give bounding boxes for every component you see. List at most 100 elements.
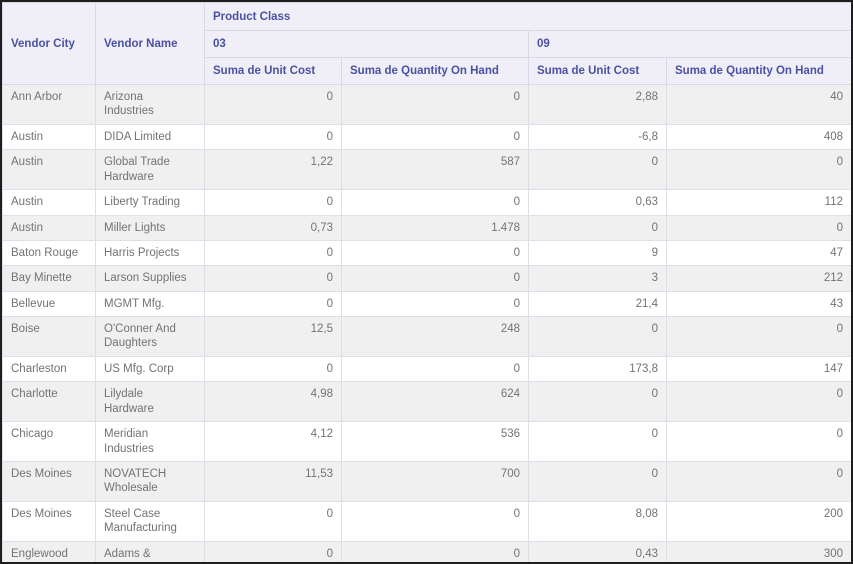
- table-row: Ann Arbor Arizona Industries 0 0 2,88 40: [2, 84, 851, 125]
- value-cell: 0: [341, 239, 529, 267]
- value-cell: 4,98: [204, 381, 342, 423]
- vendor-name-cell[interactable]: Miller Lights: [95, 214, 205, 241]
- value-cell: 43: [665, 290, 851, 318]
- value-cell: 0: [665, 149, 851, 191]
- value-cell: 173,8: [528, 355, 667, 383]
- vendor-name-cell[interactable]: Meridian Industries: [95, 421, 205, 462]
- group-header-03[interactable]: 03: [204, 30, 529, 58]
- value-cell: 112: [665, 189, 851, 216]
- column-group-title-product-class[interactable]: Product Class: [203, 2, 851, 31]
- value-cell: 9: [528, 239, 667, 267]
- vendor-city-cell[interactable]: Bellevue: [2, 290, 96, 318]
- vendor-name-cell[interactable]: MGMT Mfg.: [95, 290, 205, 318]
- value-cell: 3: [528, 265, 667, 292]
- value-cell: 200: [665, 500, 851, 542]
- value-cell: 0: [528, 149, 667, 191]
- value-cell: 40: [665, 84, 851, 125]
- measure-header-quantity-on-hand-09[interactable]: Suma de Quantity On Hand: [665, 57, 851, 85]
- table-row: Des Moines Steel Case Manufacturing 0 0 8,08…: [2, 500, 851, 542]
- value-cell: 0: [204, 84, 342, 125]
- value-cell: 536: [341, 421, 529, 462]
- vendor-city-cell[interactable]: Des Moines: [2, 500, 96, 542]
- pivot-table-header: Vendor City Vendor Name Product Class 03…: [2, 2, 851, 85]
- value-cell: 0,73: [204, 214, 342, 241]
- value-cell: 0: [528, 316, 667, 357]
- value-cell: 0: [665, 316, 851, 357]
- vendor-name-cell[interactable]: NOVATECH Wholesale: [95, 460, 205, 502]
- vendor-city-cell[interactable]: Austin: [2, 214, 96, 241]
- value-cell: 624: [341, 381, 529, 423]
- table-row: Des Moines NOVATECH Wholesale 11,53 700 0 0: [2, 460, 851, 502]
- column-header-vendor-city[interactable]: Vendor City: [2, 2, 96, 85]
- value-cell: 408: [665, 123, 851, 151]
- vendor-name-cell[interactable]: US Mfg. Corp: [95, 355, 205, 383]
- vendor-name-cell[interactable]: Arizona Industries: [95, 84, 205, 125]
- table-row: Austin Global Trade Hardware 1,22 587 0 0: [2, 149, 851, 191]
- value-cell: -6,8: [528, 123, 667, 151]
- vendor-name-cell[interactable]: Lilydale Hardware: [95, 381, 205, 423]
- vendor-city-cell[interactable]: Austin: [2, 189, 96, 216]
- vendor-name-cell[interactable]: Steel Case Manufacturing: [95, 500, 205, 542]
- vendor-city-cell[interactable]: Englewood: [2, 540, 96, 562]
- vendor-name-cell[interactable]: Liberty Trading: [95, 189, 205, 216]
- table-row: Bellevue MGMT Mfg. 0 0 21,4 43: [2, 290, 851, 318]
- value-cell: 0: [665, 381, 851, 423]
- value-cell: 0: [341, 290, 529, 318]
- table-row: Charleston US Mfg. Corp 0 0 173,8 147: [2, 355, 851, 383]
- table-row: Chicago Meridian Industries 4,12 536 0 0: [2, 421, 851, 462]
- vendor-city-cell[interactable]: Baton Rouge: [2, 239, 96, 267]
- value-cell: 0: [341, 355, 529, 383]
- value-cell: 12,5: [204, 316, 342, 357]
- value-cell: 21,4: [528, 290, 667, 318]
- value-cell: 0: [204, 265, 342, 292]
- table-row: Austin Liberty Trading 0 0 0,63 112: [2, 189, 851, 216]
- value-cell: 0,63: [528, 189, 667, 216]
- value-cell: 0: [204, 540, 342, 562]
- value-cell: 0: [665, 421, 851, 462]
- vendor-city-cell[interactable]: Bay Minette: [2, 265, 96, 292]
- measure-header-unit-cost-03[interactable]: Suma de Unit Cost: [204, 57, 342, 85]
- measure-header-unit-cost-09[interactable]: Suma de Unit Cost: [528, 57, 667, 85]
- vendor-name-cell[interactable]: Harris Projects: [95, 239, 205, 267]
- vendor-city-cell[interactable]: Boise: [2, 316, 96, 357]
- value-cell: 2,88: [528, 84, 667, 125]
- table-row: Austin DIDA Limited 0 0 -6,8 408: [2, 123, 851, 151]
- vendor-city-cell[interactable]: Austin: [2, 123, 96, 151]
- value-cell: 212: [665, 265, 851, 292]
- value-cell: 700: [341, 460, 529, 502]
- table-row: Boise O'Conner And Daughters 12,5 248 0 0: [2, 316, 851, 357]
- vendor-name-cell[interactable]: Global Trade Hardware: [95, 149, 205, 191]
- vendor-name-cell[interactable]: Larson Supplies: [95, 265, 205, 292]
- value-cell: 0: [204, 290, 342, 318]
- vendor-name-cell[interactable]: O'Conner And Daughters: [95, 316, 205, 357]
- value-cell: 0: [341, 84, 529, 125]
- table-body: Ann Arbor Arizona Industries 0 0 2,88 40 Austi…: [2, 84, 851, 562]
- value-cell: 0: [341, 265, 529, 292]
- value-cell: 0: [204, 189, 342, 216]
- value-cell: 0: [341, 123, 529, 151]
- column-header-vendor-name[interactable]: Vendor Name: [95, 2, 205, 85]
- vendor-city-cell[interactable]: Chicago: [2, 421, 96, 462]
- value-cell: 0: [528, 381, 667, 423]
- table-row: Baton Rouge Harris Projects 0 0 9 47: [2, 239, 851, 267]
- measure-header-quantity-on-hand-03[interactable]: Suma de Quantity On Hand: [341, 57, 529, 85]
- vendor-city-cell[interactable]: Charleston: [2, 355, 96, 383]
- value-cell: 0,43: [528, 540, 667, 562]
- vendor-city-cell[interactable]: Charlotte: [2, 381, 96, 423]
- value-cell: 0: [528, 214, 667, 241]
- vendor-name-cell[interactable]: Adams & Meddick: [95, 540, 205, 562]
- vendor-city-cell[interactable]: Des Moines: [2, 460, 96, 502]
- value-cell: 4,12: [204, 421, 342, 462]
- value-cell: 0: [204, 123, 342, 151]
- vendor-city-cell[interactable]: Austin: [2, 149, 96, 191]
- group-header-09[interactable]: 09: [527, 30, 851, 58]
- value-cell: 587: [341, 149, 529, 191]
- value-cell: 1,22: [204, 149, 342, 191]
- vendor-name-cell[interactable]: DIDA Limited: [95, 123, 205, 151]
- value-cell: 0: [204, 500, 342, 542]
- value-cell: 0: [341, 540, 529, 562]
- vendor-city-cell[interactable]: Ann Arbor: [2, 84, 96, 125]
- table-row: Austin Miller Lights 0,73 1.478 0 0: [2, 214, 851, 241]
